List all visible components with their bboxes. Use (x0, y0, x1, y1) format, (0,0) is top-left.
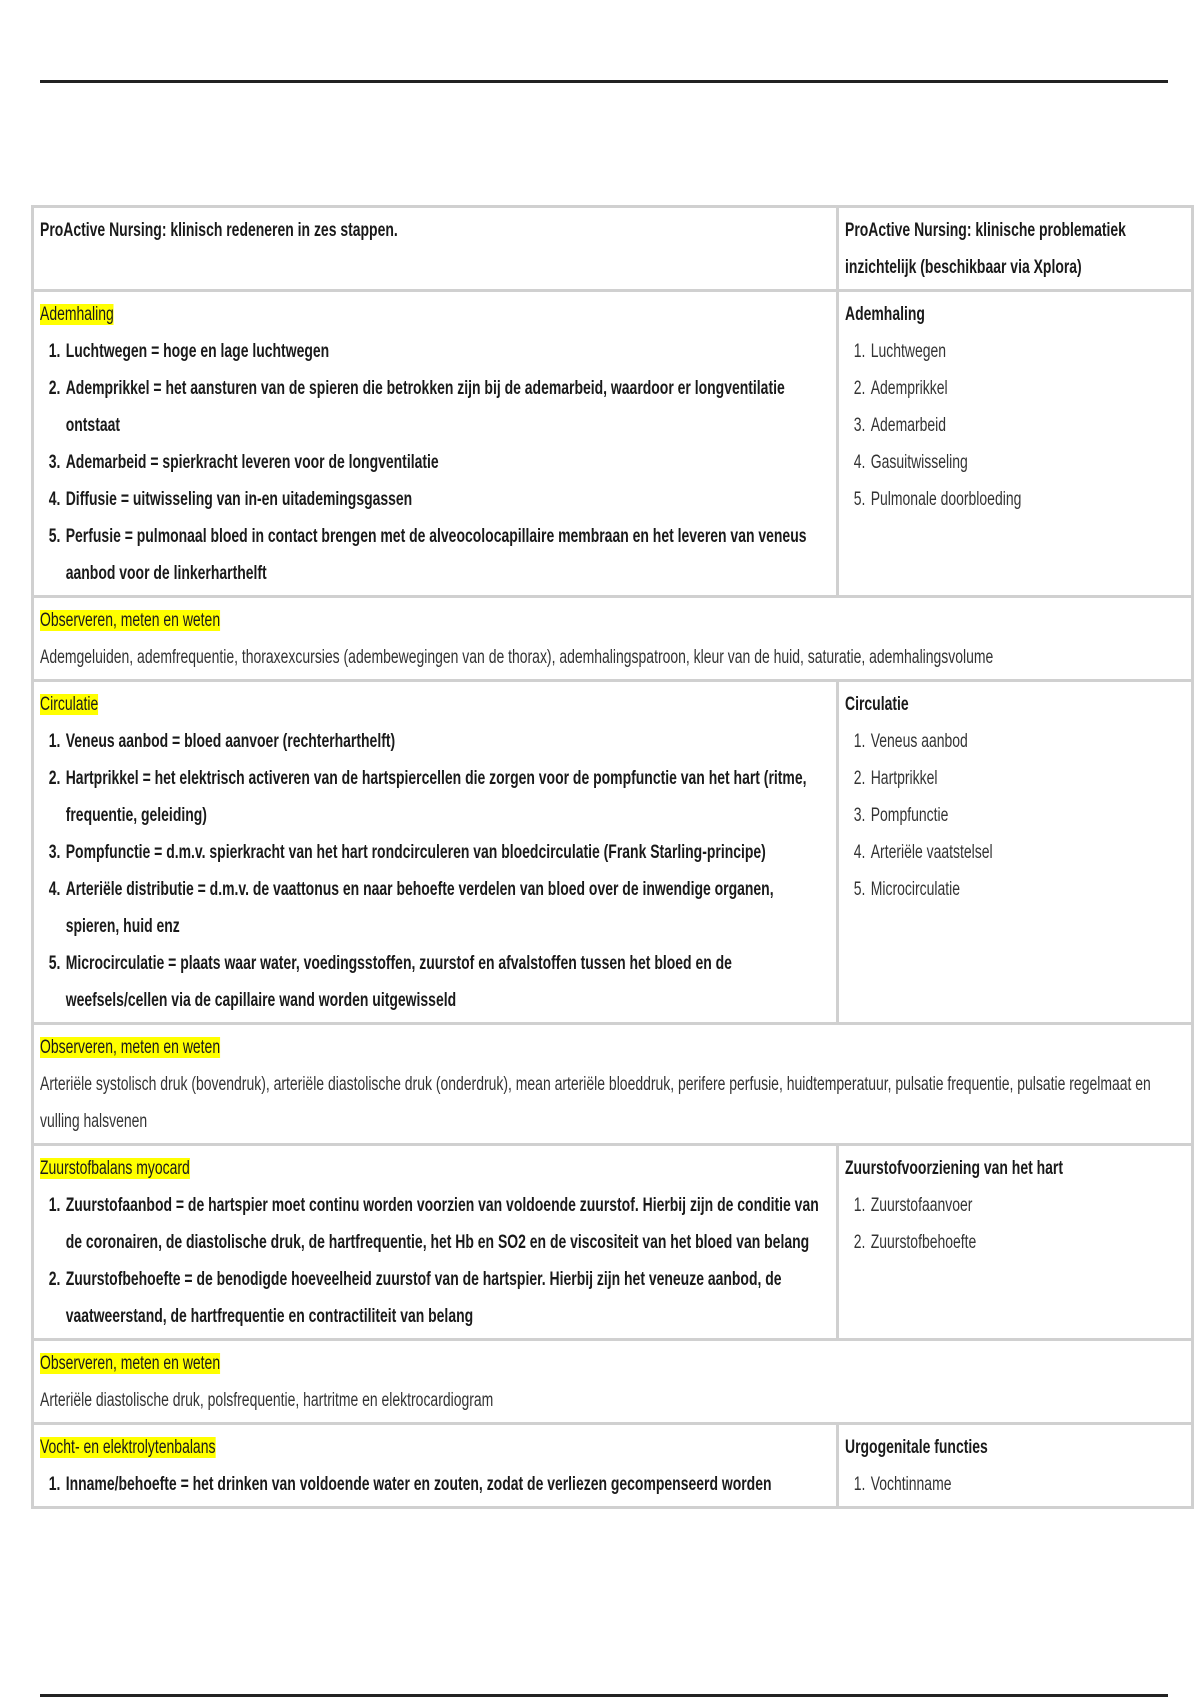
list-item: Hartprikkel = het elektrisch activeren v… (64, 760, 829, 834)
section-title: Zuurstofbalans myocard (40, 1158, 190, 1179)
list-item: Arteriële vaatstelsel (869, 834, 1185, 871)
section-list: Zuurstofaanbod = de hartspier moet conti… (40, 1187, 830, 1335)
section-row: Circulatie Veneus aanbod = bloed aanvoer… (31, 679, 1194, 1025)
header-left: ProActive Nursing: klinisch redeneren in… (40, 220, 398, 241)
list-item: Ademprikkel = het aansturen van de spier… (64, 370, 829, 444)
section-title: Ademhaling (40, 304, 114, 325)
observation-row: Observeren, meten en weten Arteriële sys… (31, 1022, 1194, 1146)
list-item: Arteriële distributie = d.m.v. de vaatto… (64, 871, 829, 945)
section-right-list: ZuurstofaanvoerZuurstofbehoefte (845, 1187, 1185, 1261)
observation-text: Arteriële systolisch druk (bovendruk), a… (40, 1074, 1151, 1132)
list-item: Microcirculatie (869, 871, 1185, 908)
list-item: Pompfunctie (869, 797, 1185, 834)
list-item: Ademprikkel (869, 370, 1185, 407)
observation-title: Observeren, meten en weten (40, 1037, 221, 1058)
list-item: Veneus aanbod (869, 723, 1185, 760)
section-right-title: Urgogenitale functies (845, 1437, 988, 1458)
section-right-title: Circulatie (845, 694, 909, 715)
section-row: Zuurstofbalans myocard Zuurstofaanbod = … (31, 1143, 1194, 1341)
list-item: Diffusie = uitwisseling van in-en uitade… (64, 481, 829, 518)
observation-text: Ademgeluiden, ademfrequentie, thoraxexcu… (40, 647, 994, 668)
section-list: Luchtwegen = hoge en lage luchtwegenAdem… (40, 333, 830, 592)
header-right: ProActive Nursing: klinische problematie… (845, 220, 1126, 278)
section-title: Circulatie (40, 694, 99, 715)
list-item: Zuurstofaanvoer (869, 1187, 1185, 1224)
observation-title: Observeren, meten en weten (40, 610, 221, 631)
section-list: Inname/behoefte = het drinken van voldoe… (40, 1466, 830, 1503)
section-list: Veneus aanbod = bloed aanvoer (rechterha… (40, 723, 830, 1019)
list-item: Microcirculatie = plaats waar water, voe… (64, 945, 829, 1019)
section-row: Vocht- en elektrolytenbalans Inname/beho… (31, 1422, 1194, 1509)
list-item: Gasuitwisseling (869, 444, 1185, 481)
list-item: Pulmonale doorbloeding (869, 481, 1185, 518)
section-title: Vocht- en elektrolytenbalans (40, 1437, 216, 1458)
observation-row: Observeren, meten en weten Arteriële dia… (31, 1338, 1194, 1425)
section-right-title: Ademhaling (845, 304, 925, 325)
table-header-row: ProActive Nursing: klinisch redeneren in… (31, 205, 1194, 292)
list-item: Perfusie = pulmonaal bloed in contact br… (64, 518, 829, 592)
list-item: Veneus aanbod = bloed aanvoer (rechterha… (64, 723, 829, 760)
list-item: Luchtwegen (869, 333, 1185, 370)
section-row: Ademhaling Luchtwegen = hoge en lage luc… (31, 289, 1194, 598)
section-right-list: Veneus aanbodHartprikkelPompfunctieArter… (845, 723, 1185, 908)
list-item: Hartprikkel (869, 760, 1185, 797)
section-right-list: Vochtinname (845, 1466, 1185, 1503)
list-item: Inname/behoefte = het drinken van voldoe… (64, 1466, 829, 1503)
list-item: Luchtwegen = hoge en lage luchtwegen (64, 333, 829, 370)
list-item: Ademarbeid (869, 407, 1185, 444)
nursing-table: ProActive Nursing: klinisch redeneren in… (31, 205, 1194, 1509)
list-item: Zuurstofbehoefte = de benodigde hoeveelh… (64, 1261, 829, 1335)
list-item: Zuurstofaanbod = de hartspier moet conti… (64, 1187, 829, 1261)
bottom-rule (40, 1694, 1168, 1697)
list-item: Ademarbeid = spierkracht leveren voor de… (64, 444, 829, 481)
section-right-list: LuchtwegenAdemprikkelAdemarbeidGasuitwis… (845, 333, 1185, 518)
top-rule (40, 80, 1168, 83)
section-right-title: Zuurstofvoorziening van het hart (845, 1158, 1064, 1179)
observation-text: Arteriële diastolische druk, polsfrequen… (40, 1390, 494, 1411)
list-item: Zuurstofbehoefte (869, 1224, 1185, 1261)
observation-title: Observeren, meten en weten (40, 1353, 221, 1374)
observation-row: Observeren, meten en weten Ademgeluiden,… (31, 595, 1194, 682)
list-item: Vochtinname (869, 1466, 1185, 1503)
list-item: Pompfunctie = d.m.v. spierkracht van het… (64, 834, 829, 871)
